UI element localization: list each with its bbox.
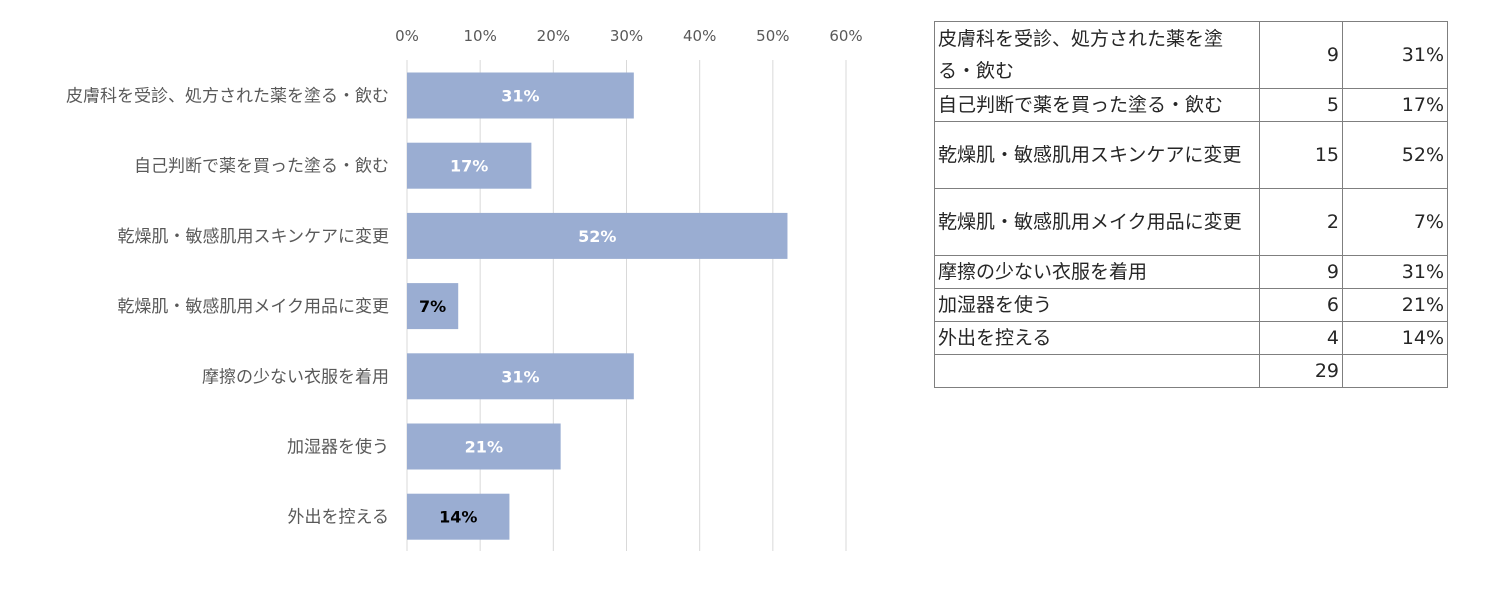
bar bbox=[407, 212, 788, 259]
table-percent-cell: 31% bbox=[1342, 21, 1448, 89]
table-row: 皮膚科を受診、処方された薬を塗る・飲む 9 31% bbox=[934, 21, 1448, 89]
table-percent-cell: 21% bbox=[1342, 288, 1448, 322]
table-label-cell: 皮膚科を受診、処方された薬を塗る・飲む bbox=[934, 21, 1260, 89]
category-label: 加湿器を使う bbox=[287, 437, 389, 458]
table-label-cell: 外出を控える bbox=[934, 321, 1260, 355]
table-count-cell: 4 bbox=[1259, 321, 1343, 355]
category-labels: 皮膚科を受診、処方された薬を塗る・飲む自己判断で薬を買った塗る・飲む乾燥肌・敏感… bbox=[66, 86, 389, 528]
table-label-cell: 自己判断で薬を買った塗る・飲む bbox=[934, 88, 1260, 122]
table-count-cell: 9 bbox=[1259, 255, 1343, 289]
table-label-cell: 乾燥肌・敏感肌用スキンケアに変更 bbox=[934, 121, 1260, 189]
bar bbox=[407, 423, 561, 470]
x-tick-label: 10% bbox=[463, 27, 496, 45]
category-label: 皮膚科を受診、処方された薬を塗る・飲む bbox=[66, 86, 389, 107]
bar-value-label: 14% bbox=[439, 508, 477, 527]
table-label-cell bbox=[934, 354, 1260, 388]
table-count-cell: 6 bbox=[1259, 288, 1343, 322]
bar bbox=[407, 283, 459, 330]
table-row: 乾燥肌・敏感肌用スキンケアに変更 15 52% bbox=[934, 121, 1448, 189]
category-label: 自己判断で薬を買った塗る・飲む bbox=[134, 156, 389, 177]
table-label-cell: 加湿器を使う bbox=[934, 288, 1260, 322]
category-label: 乾燥肌・敏感肌用メイク用品に変更 bbox=[117, 297, 389, 317]
table-count-cell: 29 bbox=[1259, 354, 1343, 388]
bar-value-label: 52% bbox=[578, 227, 616, 246]
table-row: 摩擦の少ない衣服を着用 9 31% bbox=[934, 255, 1448, 289]
table-row: 自己判断で薬を買った塗る・飲む 5 17% bbox=[934, 88, 1448, 122]
table-percent-cell: 17% bbox=[1342, 88, 1448, 122]
table-row: 乾燥肌・敏感肌用メイク用品に変更 2 7% bbox=[934, 188, 1448, 256]
x-tick-label: 60% bbox=[829, 27, 862, 45]
table-percent-cell: 7% bbox=[1342, 188, 1448, 256]
x-axis-ticks: 0% 10% 20% 30% 40% 50% 60% bbox=[395, 27, 863, 45]
x-tick-label: 30% bbox=[610, 27, 643, 45]
x-tick-label: 40% bbox=[683, 27, 716, 45]
x-tick-label: 0% bbox=[395, 27, 419, 45]
bar-chart: 0% 10% 20% 30% 40% 50% 60% 31% 17% 52% 7% 31% 21% 14… bbox=[66, 27, 863, 551]
table-row: 外出を控える 4 14% bbox=[934, 321, 1448, 355]
table-percent-cell bbox=[1342, 354, 1448, 388]
bar-value-label: 31% bbox=[501, 87, 539, 106]
table-percent-cell: 14% bbox=[1342, 321, 1448, 355]
x-tick-label: 50% bbox=[756, 27, 789, 45]
category-label: 乾燥肌・敏感肌用スキンケアに変更 bbox=[118, 227, 390, 247]
table-percent-cell: 52% bbox=[1342, 121, 1448, 189]
table-count-cell: 9 bbox=[1259, 21, 1343, 89]
bars: 31% 17% 52% 7% 31% 21% 14% bbox=[407, 72, 788, 540]
bar-value-label: 17% bbox=[450, 157, 488, 176]
table-row: 加湿器を使う 6 21% bbox=[934, 288, 1448, 322]
category-label: 外出を控える bbox=[288, 508, 390, 528]
table-label-cell: 乾燥肌・敏感肌用メイク用品に変更 bbox=[934, 188, 1260, 256]
bar bbox=[407, 493, 510, 540]
category-label: 摩擦の少ない衣服を着用 bbox=[202, 367, 389, 387]
bar bbox=[407, 72, 634, 119]
table-total-row: 29 bbox=[934, 354, 1448, 388]
bar-value-label: 7% bbox=[419, 297, 446, 316]
table-count-cell: 2 bbox=[1259, 188, 1343, 256]
bar-value-label: 21% bbox=[465, 438, 503, 457]
gridlines bbox=[406, 60, 847, 551]
x-tick-label: 20% bbox=[537, 27, 570, 45]
table-count-cell: 5 bbox=[1259, 88, 1343, 122]
bar-value-label: 31% bbox=[501, 367, 539, 386]
data-table: 皮膚科を受診、処方された薬を塗る・飲む 9 31% 自己判断で薬を買った塗る・飲む 5 1… bbox=[934, 21, 1448, 388]
table-percent-cell: 31% bbox=[1342, 255, 1448, 289]
table-label-cell: 摩擦の少ない衣服を着用 bbox=[934, 255, 1260, 289]
bar bbox=[407, 142, 532, 189]
bar bbox=[407, 353, 634, 400]
table-count-cell: 15 bbox=[1259, 121, 1343, 189]
